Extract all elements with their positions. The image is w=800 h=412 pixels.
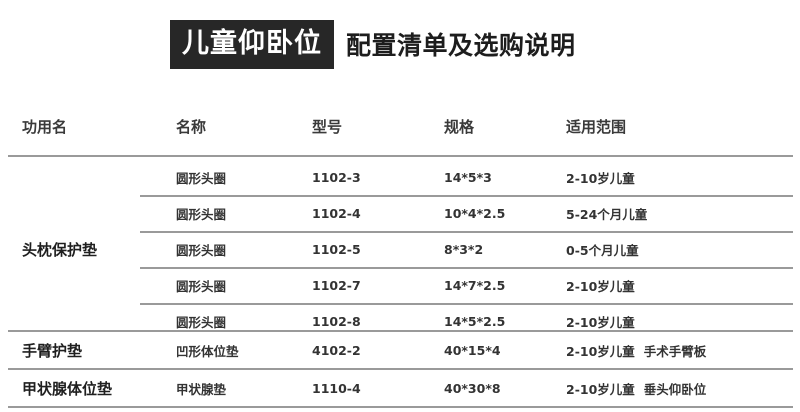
table-row: 圆形头圈 1102-3 14*5*3 2-10岁儿童 [0,160,800,195]
cell-spec: 14*5*2.5 [444,314,506,329]
divider-row [140,303,793,305]
table-row: 圆形头圈 1102-5 8*3*2 0-5个月儿童 [0,232,800,267]
table-row: 手臂护垫 凹形体位垫 4102-2 40*15*4 2-10岁儿童 手术手臂板 [0,333,800,368]
divider-row [140,231,793,233]
divider-bottom [8,406,793,408]
cell-scope-main: 2-10岁儿童 [566,171,635,186]
cell-scope: 0-5个月儿童 [566,232,792,267]
cell-model: 1110-4 [312,381,361,396]
table-row: 圆形头圈 1102-4 10*4*2.5 5-24个月儿童 [0,196,800,231]
cell-model: 4102-2 [312,343,361,358]
configuration-table: 功用名 名称 型号 规格 适用范围 圆形头圈 1102-3 14*5*3 2-1… [0,103,800,408]
cell-function: 甲状腺体位垫 [22,380,113,398]
table-header-row: 功用名 名称 型号 规格 适用范围 [0,103,800,149]
table-row: 圆形头圈 1102-7 14*7*2.5 2-10岁儿童 [0,268,800,303]
cell-scope-main: 5-24个月儿童 [566,207,648,222]
cell-model: 1102-5 [312,242,361,257]
cell-model: 1102-4 [312,206,361,221]
group-label-headrest: 头枕保护垫 [22,241,98,259]
cell-function: 手臂护垫 [22,342,83,360]
page-title: 儿童仰卧位 配置清单及选购说明 [0,18,800,70]
cell-scope-main: 2-10岁儿童 [566,279,635,294]
divider-header [8,155,793,157]
divider-group [8,368,793,370]
cell-scope: 2-10岁儿童 手术手臂板 [566,333,792,368]
cell-spec: 40*15*4 [444,343,501,358]
cell-model: 1102-3 [312,170,361,185]
column-header-scope: 适用范围 [566,117,627,136]
cell-scope: 5-24个月儿童 [566,196,792,231]
divider-row [140,195,793,197]
cell-scope-main: 2-10岁儿童 [566,315,635,330]
cell-scope-main: 2-10岁儿童 [566,382,635,397]
cell-model: 1102-8 [312,314,361,329]
cell-scope: 2-10岁儿童 [566,268,792,303]
cell-name: 甲状腺垫 [176,382,227,397]
column-header-model: 型号 [312,117,343,136]
cell-spec: 14*5*3 [444,170,492,185]
cell-scope: 2-10岁儿童 [566,160,792,195]
column-header-spec: 规格 [444,117,475,136]
cell-name: 圆形头圈 [176,207,227,222]
cell-scope-extra: 垂头仰卧位 [643,382,707,397]
title-subtitle: 配置清单及选购说明 [346,31,576,60]
column-header-name: 名称 [176,117,207,136]
cell-scope: 2-10岁儿童 [566,304,792,339]
cell-scope-extra: 手术手臂板 [643,344,707,359]
cell-name: 圆形头圈 [176,315,227,330]
cell-spec: 8*3*2 [444,242,484,257]
cell-scope-main: 0-5个月儿童 [566,243,639,258]
divider-row [140,267,793,269]
table-row: 圆形头圈 1102-8 14*5*2.5 2-10岁儿童 [0,304,800,339]
cell-spec: 14*7*2.5 [444,278,506,293]
cell-scope-main: 2-10岁儿童 [566,344,635,359]
column-header-function: 功用名 [22,117,68,136]
cell-model: 1102-7 [312,278,361,293]
cell-name: 圆形头圈 [176,243,227,258]
divider-group [8,330,793,332]
cell-scope: 2-10岁儿童 垂头仰卧位 [566,371,792,406]
table-row: 甲状腺体位垫 甲状腺垫 1110-4 40*30*8 2-10岁儿童 垂头仰卧位 [0,371,800,406]
cell-name: 圆形头圈 [176,171,227,186]
cell-name: 圆形头圈 [176,279,227,294]
cell-name: 凹形体位垫 [176,344,239,359]
cell-spec: 10*4*2.5 [444,206,506,221]
title-badge: 儿童仰卧位 [170,19,334,69]
cell-spec: 40*30*8 [444,381,501,396]
